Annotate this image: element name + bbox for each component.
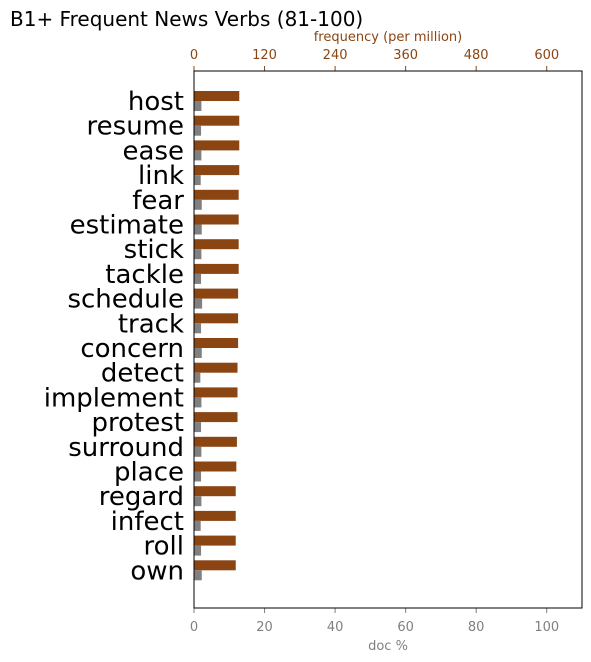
bottom-tick-label: 60: [397, 620, 414, 635]
doc-percent-bar-own: [194, 570, 202, 581]
doc-percent-bar-surround: [194, 446, 202, 457]
frequency-bar-place: [194, 461, 237, 472]
doc-percent-bar-place: [194, 471, 202, 482]
top-tick-label: 600: [534, 48, 559, 63]
doc-percent-bar-stick: [194, 249, 202, 260]
doc-percent-bar-concern: [194, 348, 202, 358]
doc-percent-bar-roll: [194, 545, 202, 556]
category-label-link: link: [138, 161, 184, 191]
bottom-tick-label: 40: [327, 620, 344, 635]
top-tick-label: 240: [323, 48, 348, 63]
top-ticks: 0 120 240 360 480 600: [190, 48, 559, 71]
category-label-ease: ease: [123, 136, 184, 166]
frequency-bar-schedule: [194, 288, 239, 299]
frequency-bar-roll: [194, 535, 236, 546]
frequency-bar-link: [194, 165, 240, 176]
doc-percent-bar-detect: [194, 372, 201, 383]
frequency-bar-infect: [194, 510, 236, 521]
frequency-bar-estimate: [194, 214, 239, 225]
category-label-estimate: estimate: [70, 211, 184, 241]
frequency-bar-regard: [194, 486, 236, 497]
category-label-infect: infect: [111, 507, 184, 537]
doc-percent-bar-fear: [194, 199, 202, 210]
category-label-own: own: [130, 556, 184, 586]
doc-percent-bar-protest: [194, 422, 202, 433]
bars-group: [194, 91, 240, 581]
bottom-tick-label: 100: [534, 620, 559, 635]
frequency-bar-protest: [194, 412, 238, 423]
doc-percent-bar-regard: [194, 496, 202, 507]
category-labels: hostresumeeaselinkfearestimatesticktackl…: [44, 87, 185, 586]
category-label-implement: implement: [44, 383, 184, 413]
doc-percent-bar-infect: [194, 520, 201, 531]
frequency-bar-own: [194, 560, 236, 571]
top-tick-label: 480: [464, 48, 489, 63]
doc-percent-bar-implement: [194, 397, 202, 408]
doc-percent-bar-track: [194, 323, 202, 334]
doc-percent-bar-tackle: [194, 273, 202, 284]
frequency-bar-host: [194, 91, 240, 101]
bottom-tick-label: 0: [190, 620, 198, 635]
doc-percent-bar-host: [194, 101, 202, 111]
bottom-axis-label: doc %: [368, 639, 408, 654]
category-label-schedule: schedule: [67, 285, 184, 315]
doc-percent-bar-schedule: [194, 298, 203, 309]
frequency-bar-concern: [194, 338, 239, 348]
category-label-protest: protest: [92, 408, 184, 438]
doc-percent-bar-estimate: [194, 224, 202, 235]
bottom-tick-label: 20: [256, 620, 273, 635]
category-label-track: track: [118, 309, 184, 339]
category-label-concern: concern: [80, 334, 184, 364]
frequency-bar-detect: [194, 362, 238, 373]
frequency-bar-surround: [194, 436, 237, 447]
frequency-bar-ease: [194, 140, 240, 151]
doc-percent-bar-ease: [194, 150, 202, 161]
top-tick-label: 360: [393, 48, 418, 63]
category-label-host: host: [128, 87, 184, 117]
category-label-regard: regard: [99, 482, 184, 512]
category-label-fear: fear: [132, 186, 184, 216]
top-tick-label: 0: [190, 48, 198, 63]
frequency-bar-fear: [194, 189, 239, 200]
category-label-stick: stick: [124, 235, 184, 265]
top-tick-label: 120: [252, 48, 277, 63]
bottom-tick-label: 80: [468, 620, 485, 635]
frequency-bar-resume: [194, 115, 240, 126]
frequency-bar-track: [194, 313, 239, 324]
frequency-bar-tackle: [194, 263, 239, 274]
frequency-bar-implement: [194, 387, 238, 398]
doc-percent-bar-resume: [194, 125, 202, 136]
plot-frame: [193, 70, 583, 609]
top-axis-label: frequency (per million): [314, 30, 463, 45]
category-label-place: place: [114, 458, 184, 488]
bottom-ticks: 0 20 40 60 80 100: [190, 608, 559, 635]
category-label-resume: resume: [87, 112, 184, 142]
category-label-tackle: tackle: [105, 260, 184, 290]
frequency-bar-stick: [194, 239, 239, 250]
category-label-roll: roll: [144, 532, 184, 562]
chart-title: B1+ Frequent News Verbs (81-100): [10, 7, 363, 31]
doc-percent-bar-link: [194, 175, 201, 186]
category-label-surround: surround: [68, 433, 184, 463]
category-label-detect: detect: [101, 359, 184, 389]
